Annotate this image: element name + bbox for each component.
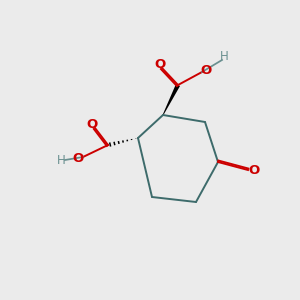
Polygon shape: [163, 84, 180, 115]
Text: O: O: [248, 164, 260, 178]
Text: O: O: [154, 58, 166, 70]
Text: H: H: [220, 50, 228, 62]
Text: O: O: [72, 152, 84, 166]
Text: O: O: [86, 118, 98, 131]
Text: O: O: [200, 64, 211, 76]
Text: H: H: [57, 154, 65, 166]
